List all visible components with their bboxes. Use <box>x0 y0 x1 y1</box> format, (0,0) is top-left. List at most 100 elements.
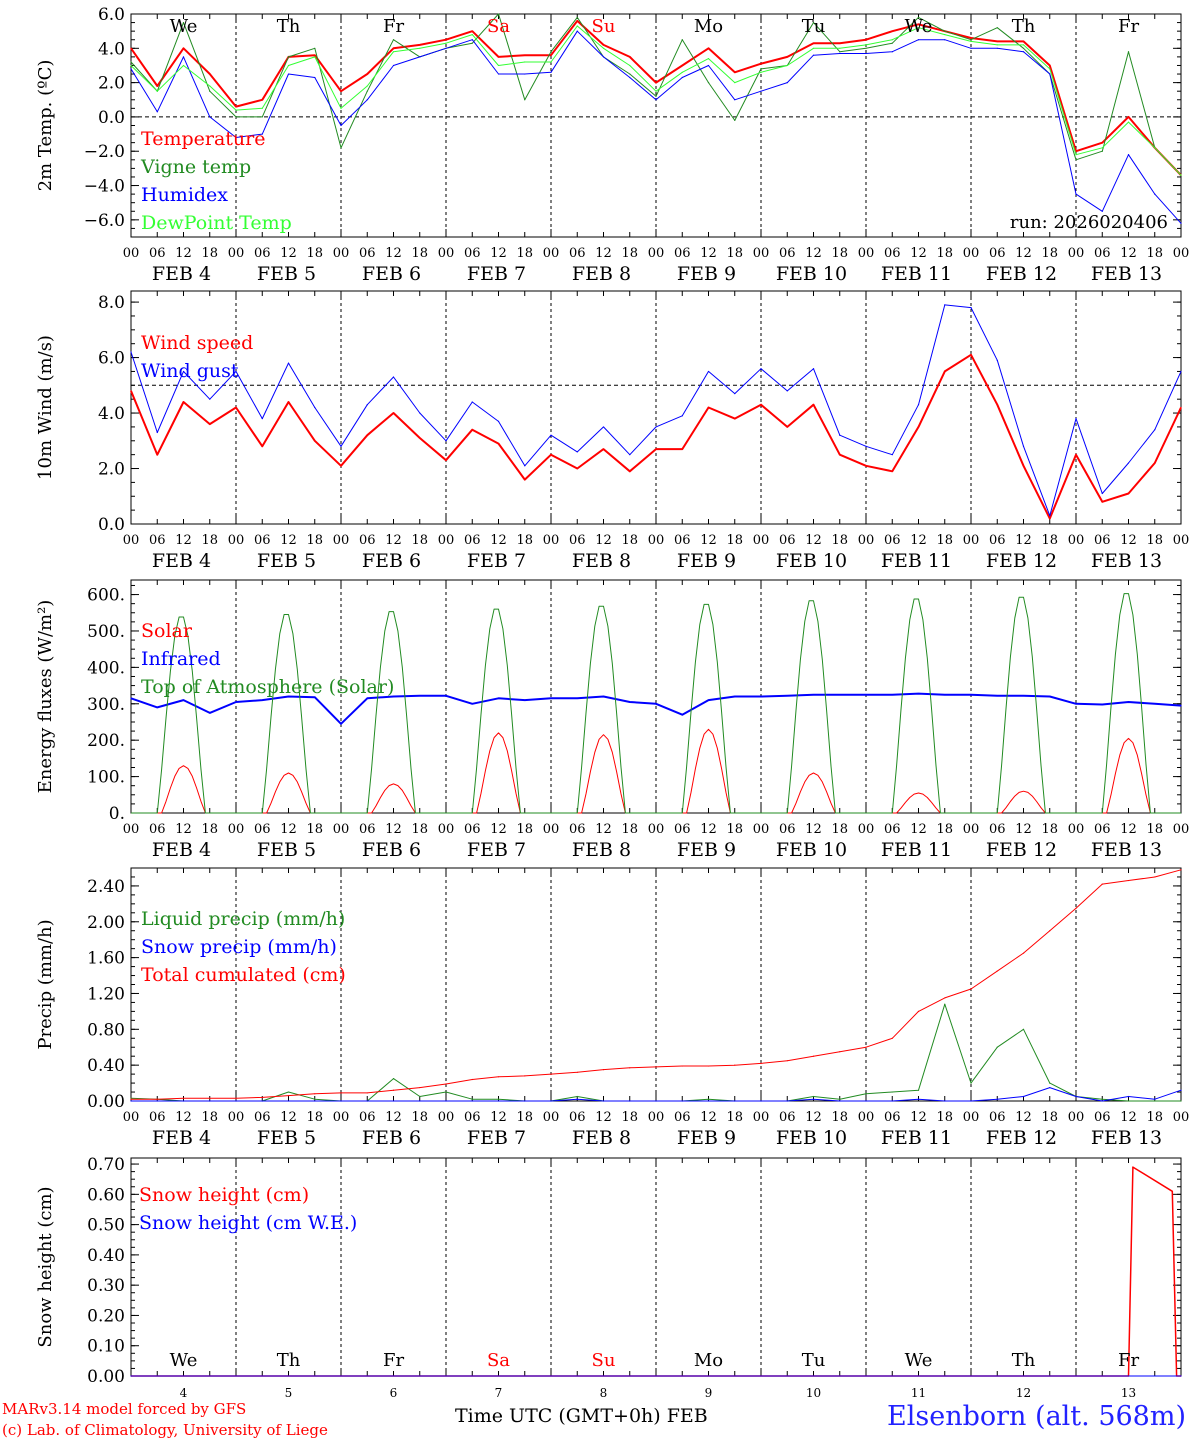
data-point <box>1127 154 1130 156</box>
hour-tick-label: 00 <box>963 533 980 548</box>
data-point <box>839 51 841 53</box>
data-point <box>629 1100 631 1102</box>
y-tick-label: 0.00 <box>87 1092 125 1112</box>
hour-tick-label: 18 <box>411 533 428 548</box>
data-point <box>786 56 788 58</box>
hour-tick-label: 00 <box>333 822 350 837</box>
day-name: Su <box>592 16 616 37</box>
date-label: FEB 11 <box>881 263 952 285</box>
data-point <box>445 1091 447 1093</box>
data-point <box>419 412 421 414</box>
date-label: FEB 6 <box>362 1127 421 1149</box>
hour-tick-label: 06 <box>674 822 691 837</box>
data-point <box>1127 1095 1130 1098</box>
data-point <box>865 39 867 41</box>
hour-tick-label: 06 <box>674 533 691 548</box>
hour-tick-label: 18 <box>831 246 848 261</box>
data-point <box>681 714 683 716</box>
data-point <box>681 76 683 79</box>
data-point <box>786 82 788 84</box>
hour-tick-label: 12 <box>805 246 822 261</box>
date-label: FEB 11 <box>881 1127 952 1149</box>
hour-tick-label: 18 <box>516 822 533 837</box>
hour-tick-label: 18 <box>621 822 638 837</box>
data-point <box>471 1100 473 1102</box>
data-point <box>602 47 605 49</box>
data-point <box>235 1097 237 1099</box>
data-point <box>1075 154 1077 156</box>
data-point <box>156 85 158 87</box>
hour-tick-label: 00 <box>753 533 770 548</box>
data-point <box>865 445 867 447</box>
data-point <box>996 47 998 49</box>
data-point <box>524 54 526 56</box>
y-tick-label: 2.40 <box>87 877 125 897</box>
data-point <box>261 417 263 420</box>
hour-tick-label: 06 <box>569 533 586 548</box>
hour-tick-label: 00 <box>858 246 875 261</box>
data-point <box>812 1055 815 1057</box>
data-point <box>655 1100 657 1102</box>
data-point <box>760 1062 762 1064</box>
data-point <box>734 1100 736 1102</box>
data-point <box>392 47 395 49</box>
data-point <box>1154 429 1156 431</box>
data-point <box>917 1010 920 1012</box>
data-point <box>209 116 211 118</box>
hour-tick-label: 12 <box>385 246 402 261</box>
day-number-label: 13 <box>1121 1386 1136 1400</box>
hour-tick-label: 18 <box>306 822 323 837</box>
date-label: FEB 13 <box>1091 550 1162 572</box>
hour-tick-label: 18 <box>1041 533 1058 548</box>
data-point <box>314 406 316 409</box>
data-point <box>839 1100 841 1102</box>
data-point <box>1101 150 1103 152</box>
data-point <box>1154 1098 1156 1100</box>
hour-tick-label: 00 <box>1173 533 1190 548</box>
hour-tick-label: 18 <box>201 246 218 261</box>
data-point <box>182 1097 185 1099</box>
hour-tick-label: 18 <box>516 533 533 548</box>
data-point <box>1075 703 1077 705</box>
data-point <box>1049 1082 1051 1084</box>
data-point <box>970 40 972 43</box>
data-point <box>182 1100 185 1102</box>
hour-tick-label: 12 <box>1015 246 1032 261</box>
day-name: Su <box>592 1350 616 1371</box>
date-label: FEB 12 <box>986 1127 1057 1149</box>
legend-entry: Wind speed <box>141 332 253 354</box>
data-point <box>524 1100 526 1102</box>
data-point <box>497 64 500 67</box>
hour-tick-label: 06 <box>779 246 796 261</box>
hour-tick-label: 06 <box>149 1110 166 1125</box>
hour-tick-label: 00 <box>228 1110 245 1125</box>
date-label: FEB 6 <box>362 263 421 285</box>
data-point <box>891 1037 893 1039</box>
hour-tick-label: 12 <box>700 1110 717 1125</box>
y-axis-label: Energy fluxes (W/m²) <box>35 600 56 794</box>
data-point <box>1022 1028 1025 1030</box>
data-point <box>550 697 552 699</box>
day-number-label: 10 <box>806 1386 821 1400</box>
day-name: We <box>905 16 933 37</box>
hour-tick-label: 06 <box>1094 1110 1111 1125</box>
hour-tick-label: 06 <box>884 1110 901 1125</box>
hour-tick-label: 00 <box>1173 822 1190 837</box>
data-point <box>287 73 290 75</box>
data-point <box>629 454 631 456</box>
date-label: FEB 10 <box>776 839 847 861</box>
data-point <box>235 136 237 139</box>
data-point <box>760 695 762 698</box>
data-point <box>917 23 920 25</box>
data-point <box>445 47 447 49</box>
date-label: FEB 11 <box>881 839 952 861</box>
data-point <box>576 1095 578 1098</box>
data-point <box>419 1086 421 1089</box>
date-label: FEB 5 <box>257 550 316 572</box>
hour-tick-label: 06 <box>1094 533 1111 548</box>
hour-tick-label: 06 <box>149 533 166 548</box>
date-label: FEB 5 <box>257 1127 316 1149</box>
day-number-label: 11 <box>911 1386 926 1400</box>
data-point <box>1180 705 1182 707</box>
day-name: We <box>170 16 198 37</box>
